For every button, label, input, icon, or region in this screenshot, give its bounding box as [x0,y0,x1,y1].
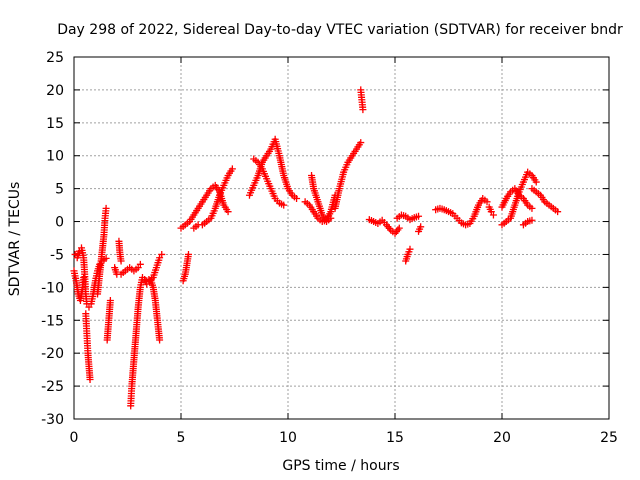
y-axis-label: SDTVAR / TECUs [7,182,23,297]
series-segment [82,310,94,384]
data-point [554,208,562,216]
series-segment [94,204,110,298]
data-point [415,212,423,220]
chart-title: Day 298 of 2022, Sidereal Day-to-day VTE… [57,22,623,38]
series-segment [115,237,125,265]
y-tick-label: 5 [55,182,64,198]
y-tick-label: 20 [46,83,64,99]
grid [74,57,609,419]
data-points [70,86,562,410]
data-point [293,195,301,203]
data-point [417,223,425,231]
y-tick-label: 10 [46,149,64,165]
series-segment [365,216,403,237]
plot-frame [73,56,610,420]
y-tick-label: -30 [41,412,64,428]
series-segment [415,223,425,235]
series-segment [402,245,414,265]
series-segment [357,86,367,114]
series-segment [485,203,497,219]
series-segment [179,250,192,285]
y-tick-label: -25 [41,379,64,395]
data-point [156,336,164,344]
series-segment [103,297,114,344]
data-point [224,208,232,216]
x-tick-label: 0 [70,430,79,446]
data-point [359,106,367,114]
series-segment [519,216,536,229]
y-tick-label: -5 [50,247,64,263]
x-tick-label: 20 [493,430,511,446]
data-point [528,204,536,212]
data-point [532,178,540,186]
series-segment [432,195,491,229]
data-point [327,214,335,222]
y-tick-label: 15 [46,116,64,132]
series-segment [528,185,562,216]
y-tick-label: -15 [41,313,64,329]
data-point [357,139,365,147]
series-segment [393,211,423,224]
data-point [406,245,414,253]
data-point [228,165,236,173]
data-point [489,211,497,219]
series-segment [308,171,335,226]
y-tick-label: -10 [41,280,64,296]
data-point [106,297,114,305]
series-segment [146,250,166,285]
series-segment [250,155,288,209]
data-point [136,260,144,268]
data-point [117,257,125,265]
series-segment [331,139,365,212]
series-segment [111,260,144,278]
series-segment [190,165,236,232]
data-point [184,250,192,258]
series-segment [498,185,536,212]
data-point [158,250,166,258]
data-point [395,224,403,232]
data-point [86,376,94,384]
x-axis-label: GPS time / hours [282,458,399,474]
series-segment [498,168,540,229]
x-tick-label: 25 [600,430,618,446]
data-point [148,275,156,283]
y-tick-label: 0 [55,215,64,231]
data-point [80,273,88,281]
data-point [146,277,154,285]
data-point [280,201,288,209]
data-point [102,204,110,212]
data-point [483,198,491,206]
series-segment [127,273,151,410]
y-tick-label: 25 [46,50,64,66]
x-tick-label: 15 [386,430,404,446]
x-tick-label: 10 [279,430,297,446]
x-tick-label: 5 [177,430,186,446]
data-point [528,216,536,224]
axis-ticks: 0 5 10 15 20 25 -30 -25 -20 -15 -10 -5 0 5 10 15 20 25 [41,50,618,446]
y-tick-label: -20 [41,346,64,362]
